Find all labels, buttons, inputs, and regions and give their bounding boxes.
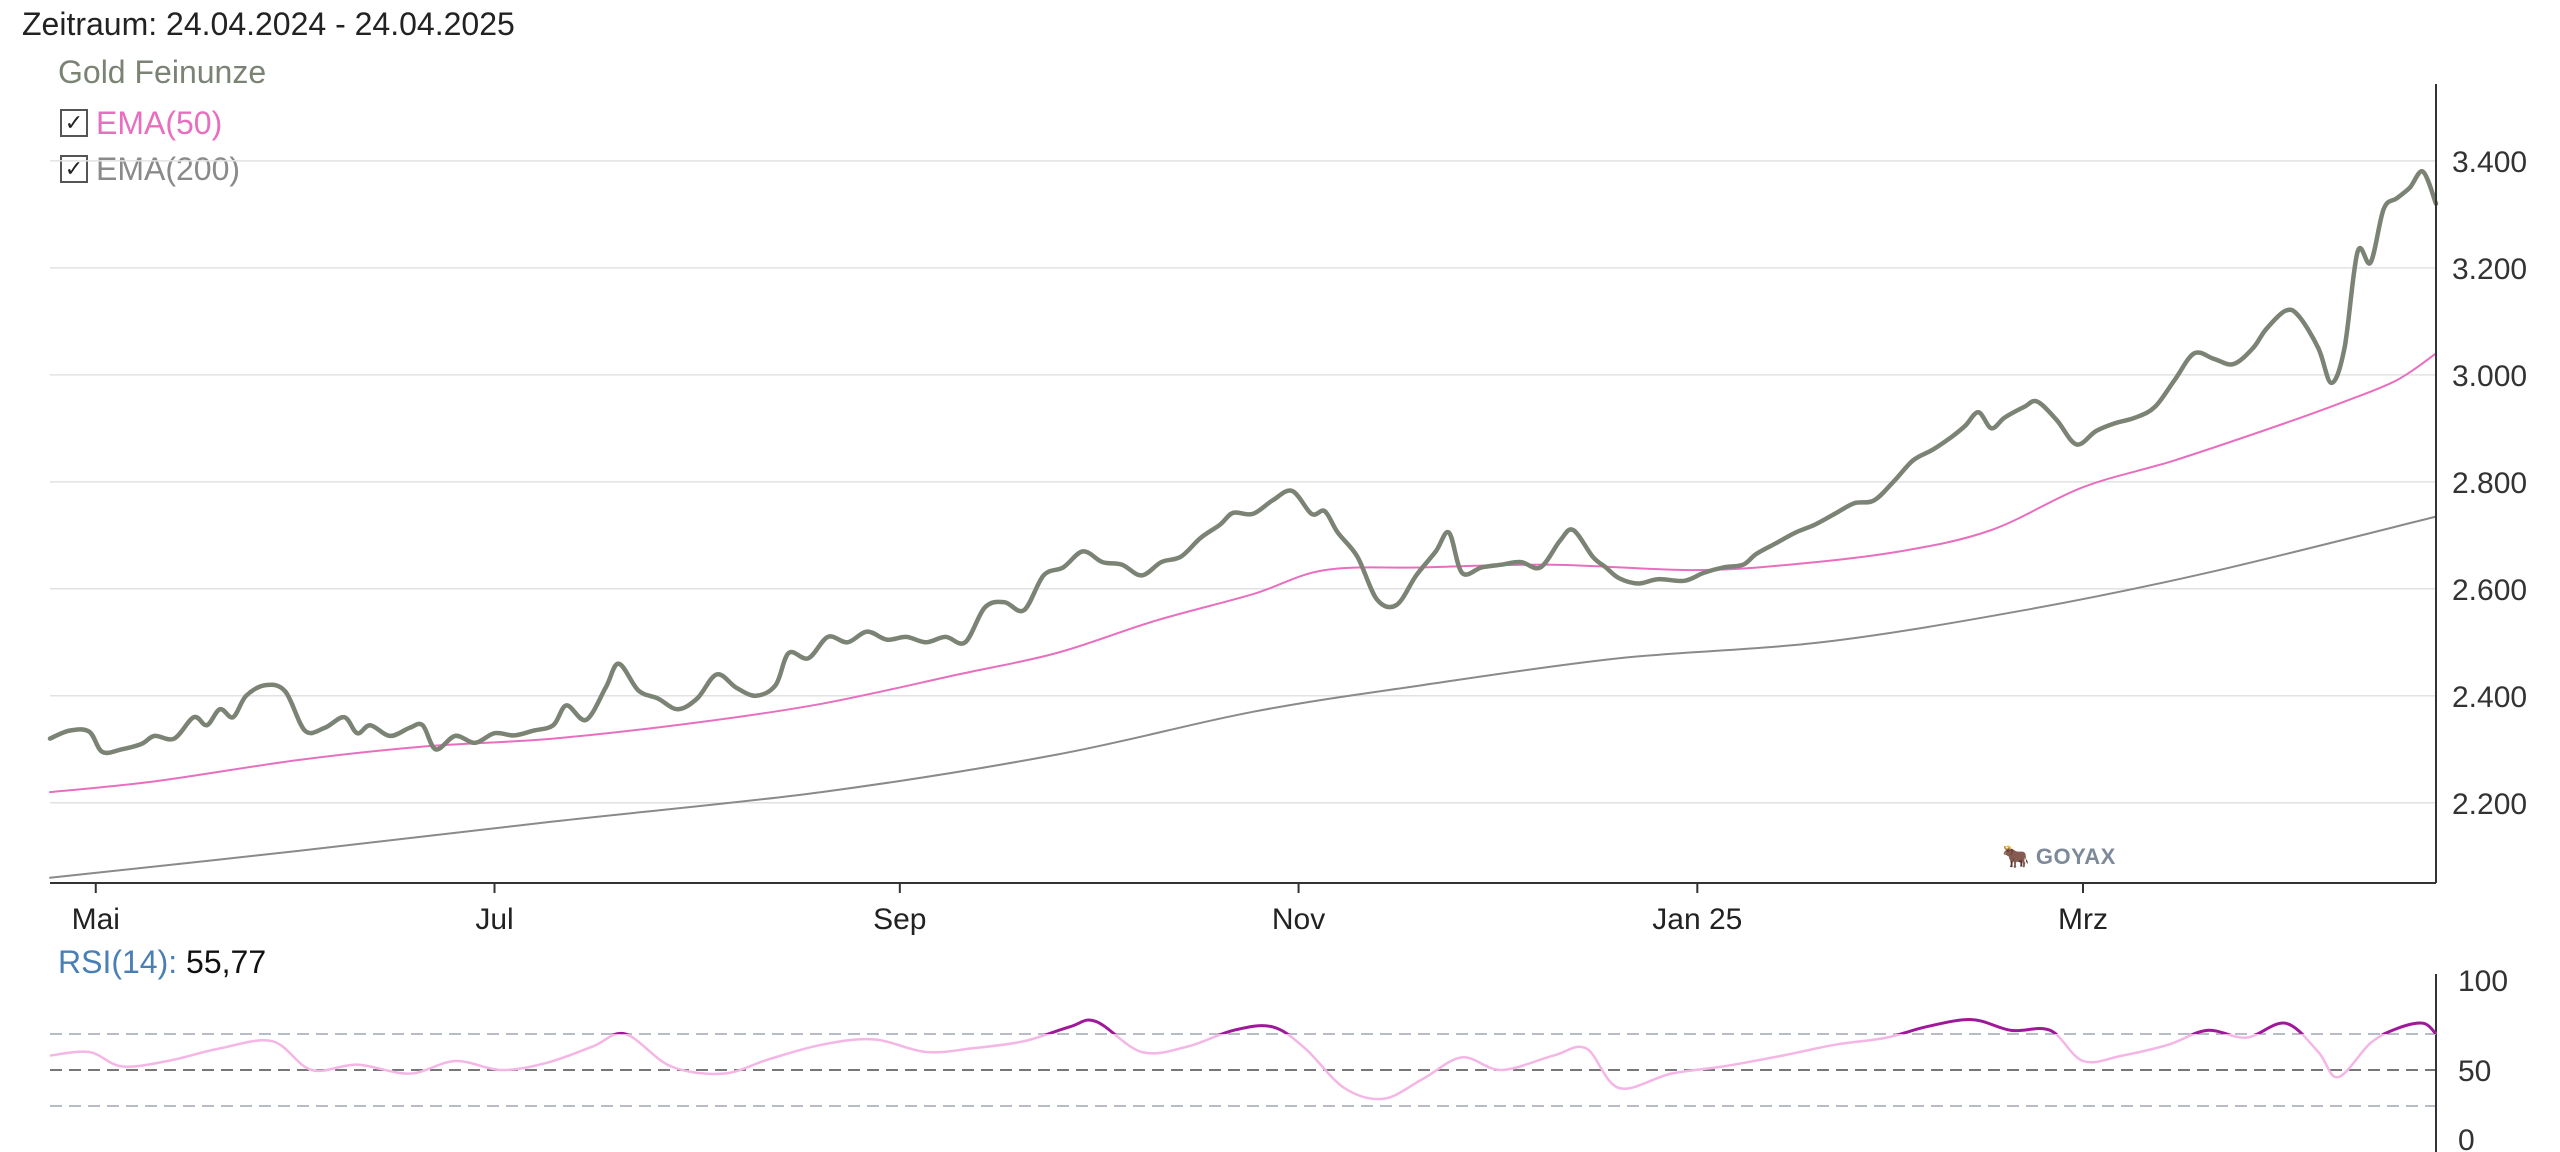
series-ema200 bbox=[49, 515, 2437, 879]
rsi-y-tick-label: 0 bbox=[2458, 1124, 2475, 1152]
rsi-y-tick-label: 100 bbox=[2458, 965, 2508, 998]
legend-label-ema200: EMA(200) bbox=[96, 150, 241, 187]
legend-toggle-ema200[interactable]: ✓ EMA(200) bbox=[60, 146, 266, 192]
rsi-y-tick-label: 50 bbox=[2458, 1055, 2491, 1088]
chart-legend: Gold Feinunze ✓ EMA(50) ✓ EMA(200) bbox=[58, 54, 266, 192]
series-ema50 bbox=[49, 352, 2437, 794]
x-tick-label: Nov bbox=[1272, 903, 1325, 936]
x-tick-label: Mrz bbox=[2058, 903, 2108, 936]
bull-logo-icon: 🐂 bbox=[2002, 844, 2030, 869]
rsi-name: RSI(14): bbox=[58, 944, 178, 980]
rsi-value: 55,77 bbox=[186, 944, 267, 980]
legend-title: Gold Feinunze bbox=[58, 54, 267, 90]
series-gold-price bbox=[47, 169, 2439, 756]
rsi-panel: 0 50 100 bbox=[49, 965, 2508, 1152]
watermark-text: GOYAX bbox=[2035, 844, 2116, 869]
series-rsi-overbought bbox=[611, 1018, 2436, 1034]
y-tick-label: 2.400 bbox=[2452, 681, 2527, 714]
checkbox-ema50[interactable]: ✓ bbox=[60, 109, 88, 137]
date-range-label: Zeitraum: 24.04.2024 - 24.04.2025 bbox=[22, 6, 515, 42]
y-tick-label: 2.600 bbox=[2452, 574, 2527, 607]
x-tick-label: Mai bbox=[72, 903, 120, 936]
rsi-label: RSI(14): 55,77 bbox=[58, 944, 266, 981]
goyax-watermark: 🐂 GOYAX bbox=[2002, 844, 2116, 870]
legend-label-ema50: EMA(50) bbox=[96, 104, 223, 141]
checkmark-icon: ✓ bbox=[64, 110, 84, 135]
checkmark-icon: ✓ bbox=[64, 156, 84, 181]
grid-lines bbox=[50, 160, 2436, 804]
series-lines bbox=[47, 169, 2439, 879]
axes: 2.200 2.400 2.600 2.800 3.000 3.200 3.400 Mai Ju… bbox=[50, 84, 2527, 936]
x-tick-label: Jan 25 bbox=[1652, 903, 1742, 936]
y-tick-label: 3.200 bbox=[2452, 253, 2527, 286]
legend-toggle-ema50[interactable]: ✓ EMA(50) bbox=[60, 100, 266, 146]
x-tick-label: Jul bbox=[475, 903, 513, 936]
x-tick-label: Sep bbox=[873, 903, 926, 936]
y-tick-label: 3.400 bbox=[2452, 146, 2527, 179]
y-tick-label: 2.800 bbox=[2452, 467, 2527, 500]
y-tick-label: 3.000 bbox=[2452, 360, 2527, 393]
y-tick-label: 2.200 bbox=[2452, 788, 2527, 821]
checkbox-ema200[interactable]: ✓ bbox=[60, 155, 88, 183]
series-rsi bbox=[49, 1018, 2437, 1101]
